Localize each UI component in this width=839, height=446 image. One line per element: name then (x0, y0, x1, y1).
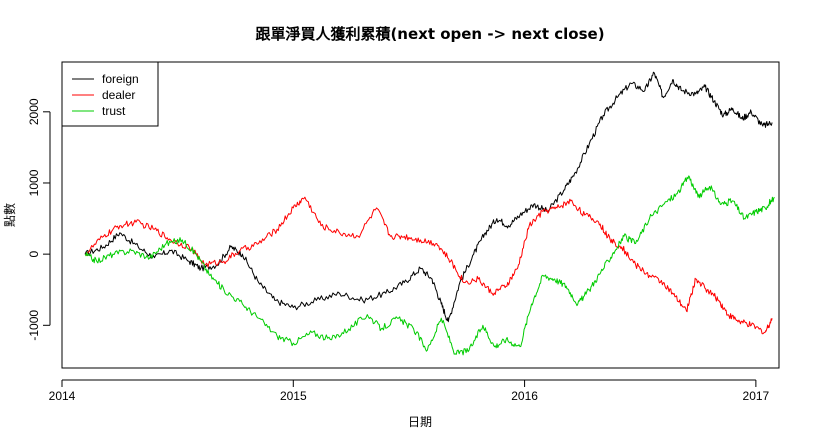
y-tick-label: 2000 (27, 98, 41, 125)
series-line-foreign (84, 71, 773, 323)
series-line-dealer (84, 196, 773, 335)
chart-title: 跟單淨買人獲利累積(next open -> next close) (255, 25, 604, 43)
x-tick-label: 2016 (511, 389, 538, 403)
x-axis-label: 日期 (408, 415, 432, 429)
legend-label-dealer: dealer (102, 88, 135, 102)
series-line-trust (84, 175, 775, 356)
legend-box (61, 61, 159, 127)
legend-label-trust: trust (102, 104, 126, 118)
y-tick-label: 1000 (27, 169, 41, 196)
y-axis: -1000 0 1000 2000 (27, 98, 51, 341)
y-tick-label: -1000 (27, 310, 41, 341)
y-axis-label: 點數 (3, 203, 17, 227)
y-tick-label: 0 (27, 250, 41, 257)
legend-label-foreign: foreign (102, 72, 139, 86)
x-tick-label: 2017 (743, 389, 770, 403)
x-axis: 2014 2015 2016 2017 (49, 379, 770, 403)
series-group (84, 71, 775, 356)
x-tick-label: 2014 (49, 389, 76, 403)
plot-frame (61, 61, 780, 369)
x-tick-label: 2015 (280, 389, 307, 403)
legend: foreign dealer trust (61, 61, 159, 127)
